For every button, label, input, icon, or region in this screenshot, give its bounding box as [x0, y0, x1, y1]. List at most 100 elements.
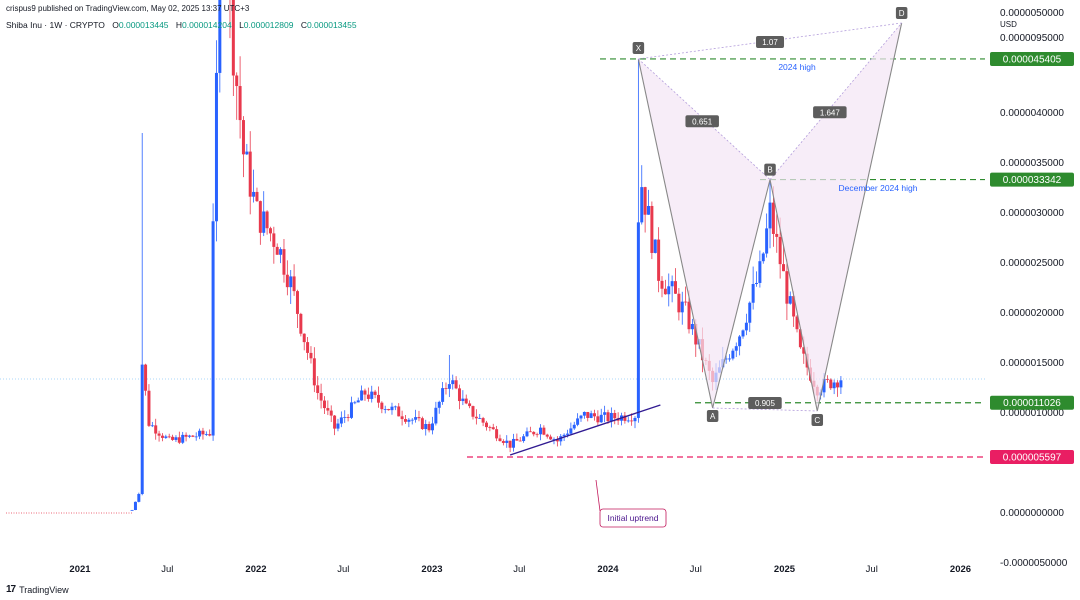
candle-body: [758, 261, 762, 283]
candle-body: [390, 406, 394, 411]
candle-body: [680, 301, 684, 313]
candle-body: [258, 201, 262, 233]
candle-body: [231, 0, 235, 76]
candle-body: [474, 416, 478, 419]
candle-body: [488, 427, 492, 428]
price-label: 0.000011026: [1003, 398, 1061, 409]
candle-body: [130, 510, 134, 511]
candle-body: [204, 434, 208, 435]
candle-body: [765, 228, 769, 254]
candle-body: [788, 296, 792, 304]
callout-box: [599, 508, 667, 528]
candle-body: [380, 402, 384, 410]
y-tick-label: -0.0000050000: [1000, 558, 1068, 569]
y-tick-label: 0.0000020000: [1000, 308, 1064, 319]
candle-body: [535, 434, 539, 436]
candle-body: [761, 253, 765, 262]
candle-body: [262, 211, 266, 233]
candle-body: [576, 418, 580, 425]
candle-body: [184, 434, 188, 437]
candle-body: [802, 347, 806, 354]
candle-body: [741, 330, 745, 337]
candle-body: [630, 420, 634, 422]
candle-body: [319, 393, 323, 401]
candle-body: [306, 342, 310, 353]
ohlc-high: 0.000014204: [182, 20, 232, 30]
candle-body: [538, 427, 542, 435]
point-d-label: D: [899, 9, 905, 18]
x-tick-label: 2024: [597, 564, 619, 575]
candle-body: [751, 284, 755, 303]
candle-body: [613, 412, 617, 419]
price-label: 0.000045405: [1003, 54, 1062, 65]
candle-body: [329, 410, 333, 416]
candle-body: [579, 415, 583, 419]
candle-body: [187, 435, 191, 437]
candle-body: [501, 441, 505, 443]
pattern-leg: [712, 179, 771, 409]
ohlc-close-key: C: [300, 20, 307, 30]
candle-body: [647, 205, 651, 215]
y-tick-label: 0.0000010000: [1000, 408, 1064, 419]
candle-body: [775, 233, 779, 237]
x-tick-label: 2026: [950, 564, 971, 575]
candle-body: [694, 323, 698, 345]
candle-body: [748, 302, 752, 323]
candle-body: [822, 378, 826, 393]
candle-body: [272, 233, 276, 247]
x-tick-label: Jul: [690, 564, 702, 575]
candle-body: [586, 411, 590, 418]
candle-body: [522, 436, 526, 442]
point-b-label-chip: [764, 163, 776, 176]
candle-body: [609, 412, 613, 422]
candle-body: [373, 391, 377, 395]
pattern-fill-xab: [638, 58, 771, 408]
ratio-bd-chip: [813, 106, 847, 119]
pattern-ratio-line: [712, 407, 818, 412]
candle-body: [211, 221, 215, 436]
ratio-ac-chip: [748, 397, 782, 409]
candle-body: [606, 412, 610, 422]
candle-body: [245, 151, 249, 155]
candle-body: [241, 120, 245, 155]
tv-logo-icon: 17: [6, 584, 16, 595]
candle-body: [778, 236, 782, 265]
candle-body: [353, 402, 357, 404]
candle-body: [633, 417, 637, 422]
candle-body: [268, 228, 272, 234]
candle-body: [289, 276, 293, 288]
candle-body: [836, 382, 840, 388]
price-label-bg: [990, 395, 1074, 410]
candle-body: [626, 420, 630, 422]
candle-body: [484, 422, 488, 428]
candle-body: [471, 406, 475, 417]
candle-body: [194, 436, 198, 438]
candle-body: [549, 436, 553, 440]
candle-body: [444, 388, 448, 389]
price-label-bg: [990, 51, 1074, 66]
ratio-ac: 0.905: [755, 399, 776, 408]
candle-body: [552, 439, 556, 440]
currency-label: USD: [1000, 20, 1017, 29]
candle-body: [545, 434, 549, 437]
ratio-bd: 1.647: [820, 108, 841, 117]
candle-body: [255, 191, 259, 202]
candle-body: [572, 424, 576, 429]
candle-body: [454, 380, 458, 389]
candle-body: [235, 75, 239, 87]
candle-body: [171, 436, 175, 440]
candle-body: [356, 400, 360, 403]
candle-body: [285, 274, 289, 288]
candle-body: [299, 313, 303, 334]
pattern-leg: [769, 179, 818, 412]
candle-body: [434, 407, 438, 424]
candle-body: [387, 409, 391, 411]
candle-body: [569, 428, 573, 434]
candle-body: [785, 271, 789, 304]
y-tick-label: 0.0000035000: [1000, 158, 1064, 169]
candle-body: [133, 501, 137, 511]
tradingview-footer: 17 TradingView: [6, 584, 69, 595]
point-a-label: A: [710, 412, 716, 421]
candle-body: [734, 346, 738, 351]
